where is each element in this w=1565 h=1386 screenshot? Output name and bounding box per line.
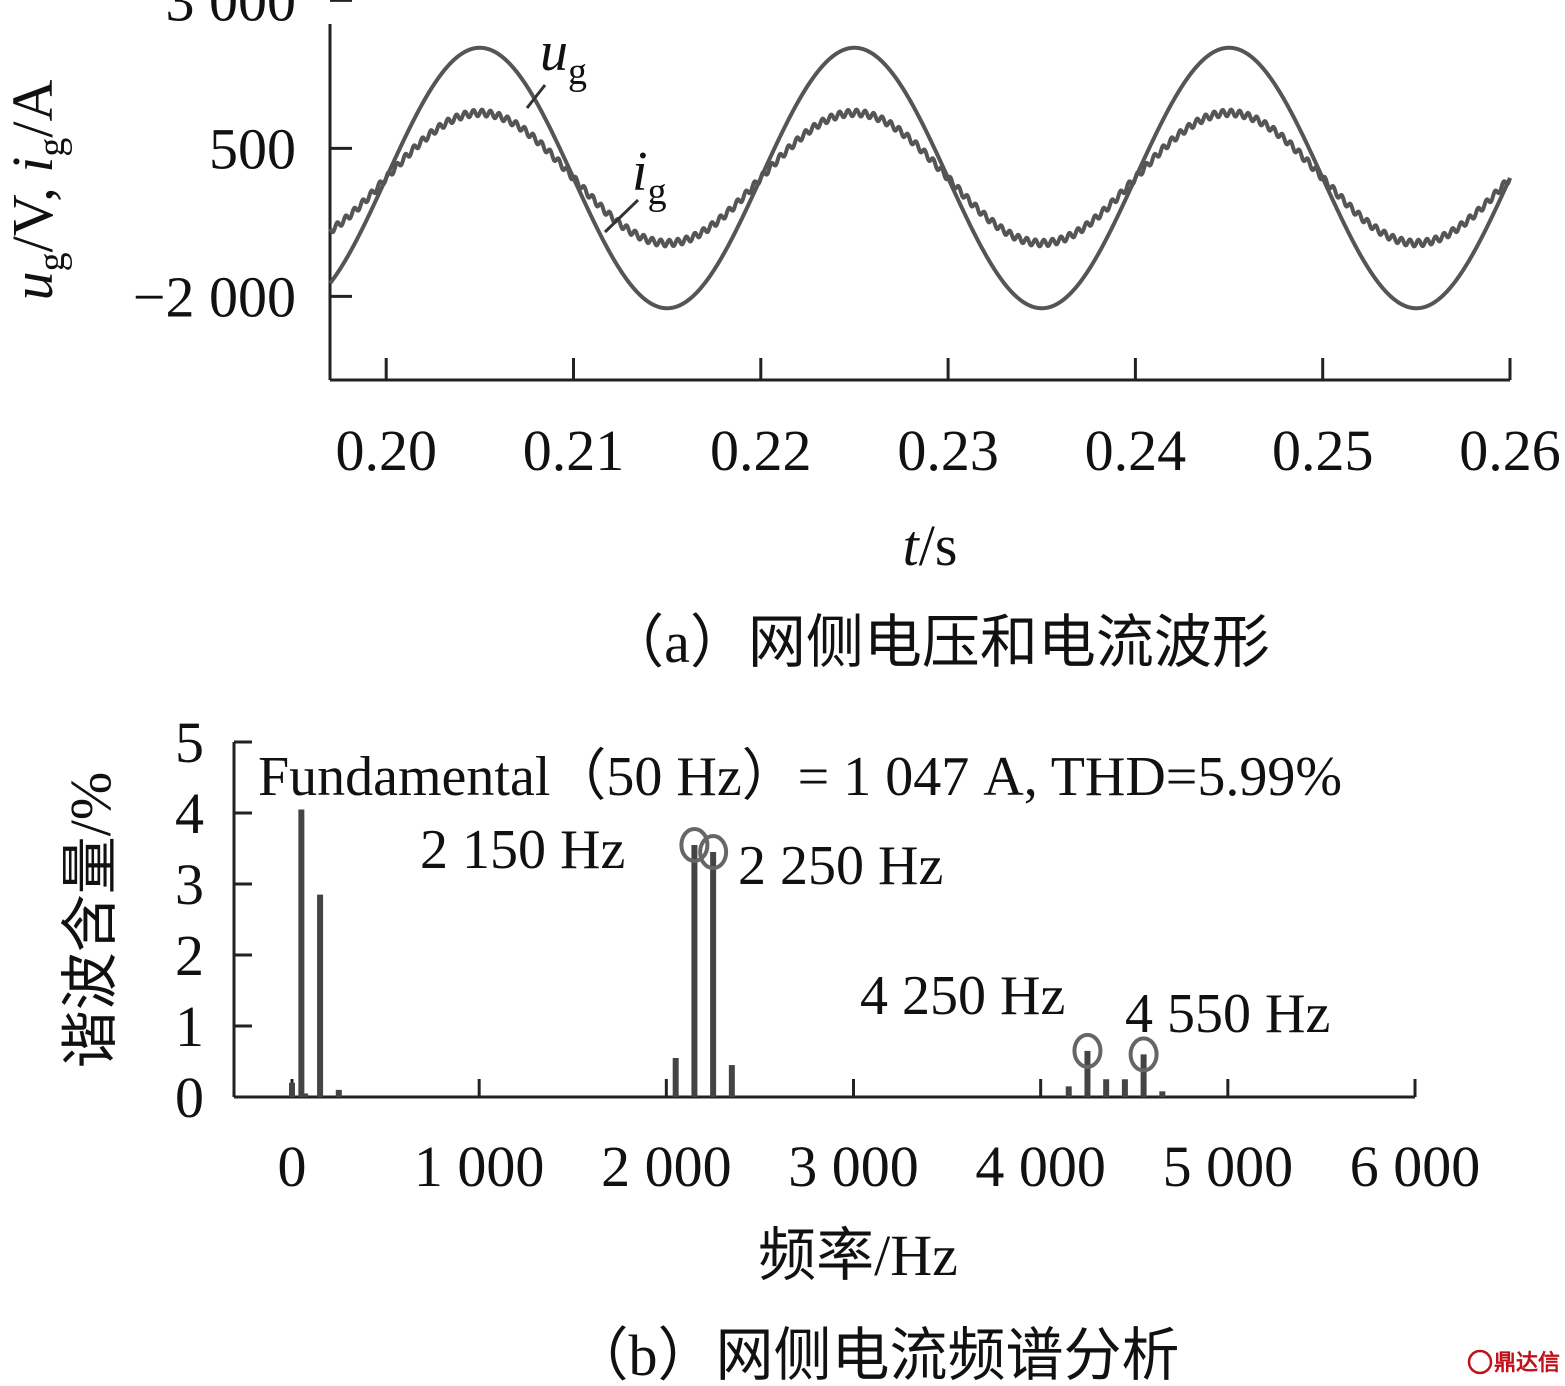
spectrum-x-tick-label: 6 000 [1350,1134,1481,1199]
annotation-2250: 2 250 Hz [738,835,943,897]
waveform-y-tick-label: −2 000 [133,264,296,329]
annotation-4250: 4 250 Hz [860,965,1065,1027]
spectrum-x-tick-label: 5 000 [1163,1134,1294,1199]
annotation-2150: 2 150 Hz [420,819,625,881]
waveform-x-axis-label: t/s [903,513,958,578]
highlight-circle [1128,1036,1159,1073]
spectrum-y-tick-label: 4 [175,781,204,846]
waveform-y-tick-label: 500 [209,116,296,181]
waveform-x-tick-label: 0.22 [710,418,812,483]
waveform-y-tick-label: 3 000 [166,0,297,33]
highlight-circle [698,834,729,871]
waveform-x-tick-label: 0.20 [335,418,437,483]
series-ug-line [328,45,1512,311]
ig-series-label: ig [632,141,667,213]
ug-leader-line [525,84,547,109]
spectrum-y-tick-label: 5 [175,710,204,775]
waveform-y-ticks: 3 000 500 −2 000 [133,0,352,329]
spectrum-y-axis-label: 谐波含量/% [58,772,123,1068]
spectrum-x-tick-label: 2 000 [601,1134,732,1199]
spectrum-x-tick-label: 0 [278,1134,307,1199]
harmonic-highlight-circles [679,826,1159,1073]
spectrum-x-axis-label: 频率/Hz [758,1223,958,1288]
series-ig-line [328,107,1512,249]
spectrum-y-tick-label: 2 [175,923,204,988]
waveform-x-ticks: 0.20 0.21 0.22 0.23 0.24 0.25 0.26 [335,358,1561,483]
waveform-y-axis-label: ug/V, ig/A [0,80,73,301]
spectrum-x-ticks: 0 1 000 2 000 3 000 4 000 5 000 6 000 [278,1079,1481,1199]
spectrum-bars [289,809,1166,1097]
highlight-circle [1072,1032,1103,1069]
ug-series-label: ug [540,21,587,93]
waveform-x-tick-label: 0.23 [897,418,999,483]
waveform-x-tick-label: 0.21 [523,418,625,483]
ig-leader-line [603,198,640,234]
svg-text:鼎达信: 鼎达信 [1494,1350,1560,1376]
annotation-4550: 4 550 Hz [1125,983,1330,1045]
spectrum-x-tick-label: 4 000 [975,1134,1106,1199]
spectrum-y-tick-label: 1 [175,994,204,1059]
spectrum-x-tick-label: 3 000 [788,1134,919,1199]
spectrum-x-tick-label: 1 000 [414,1134,545,1199]
waveform-caption: （a）网侧电压和电流波形 [606,610,1270,675]
spectrum-y-tick-label: 0 [175,1065,204,1130]
spectrum-y-tick-label: 3 [175,852,204,917]
waveform-x-tick-label: 0.26 [1459,418,1561,483]
spectrum-title: Fundamental（50 Hz）= 1 047 A, THD=5.99% [258,746,1342,808]
spectrum-caption: （b）网侧电流频谱分析 [570,1323,1179,1386]
waveform-x-tick-label: 0.24 [1085,418,1187,483]
highlight-circle [679,826,710,863]
waveform-x-tick-label: 0.25 [1272,418,1374,483]
watermark-logo: 鼎达信 [1467,1349,1560,1376]
